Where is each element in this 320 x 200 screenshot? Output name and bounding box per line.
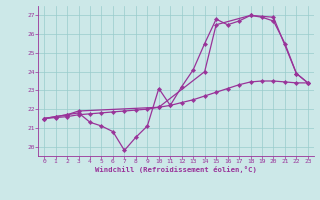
X-axis label: Windchill (Refroidissement éolien,°C): Windchill (Refroidissement éolien,°C)	[95, 166, 257, 173]
